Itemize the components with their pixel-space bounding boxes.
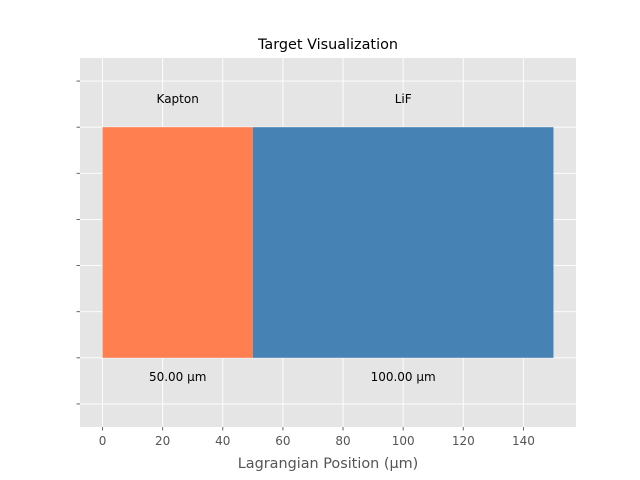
segment-name-label: LiF bbox=[395, 92, 412, 106]
bar-segment-kapton bbox=[102, 127, 253, 358]
x-tick-label: 60 bbox=[275, 434, 290, 448]
x-tick-label: 100 bbox=[392, 434, 415, 448]
bars-group bbox=[102, 127, 554, 358]
segment-thickness-label: 50.00 µm bbox=[149, 370, 207, 384]
x-tick-label: 140 bbox=[512, 434, 535, 448]
x-tick-label: 20 bbox=[155, 434, 170, 448]
bar-segment-lif bbox=[252, 127, 554, 358]
x-tick-label: 0 bbox=[99, 434, 107, 448]
x-tick-label: 80 bbox=[335, 434, 350, 448]
segment-name-label: Kapton bbox=[157, 92, 199, 106]
segment-thickness-label: 100.00 µm bbox=[371, 370, 436, 384]
chart-title: Target Visualization bbox=[257, 37, 398, 53]
y-axis-ticks bbox=[76, 80, 80, 405]
x-axis-ticks: 0 20 40 60 80 100 120 140 bbox=[99, 427, 535, 448]
bar-labels-group: Kapton 50.00 µm LiF 100.00 µm bbox=[149, 92, 436, 384]
x-axis-label: Lagrangian Position (µm) bbox=[238, 456, 418, 472]
x-tick-label: 40 bbox=[215, 434, 230, 448]
x-tick-label: 120 bbox=[452, 434, 475, 448]
